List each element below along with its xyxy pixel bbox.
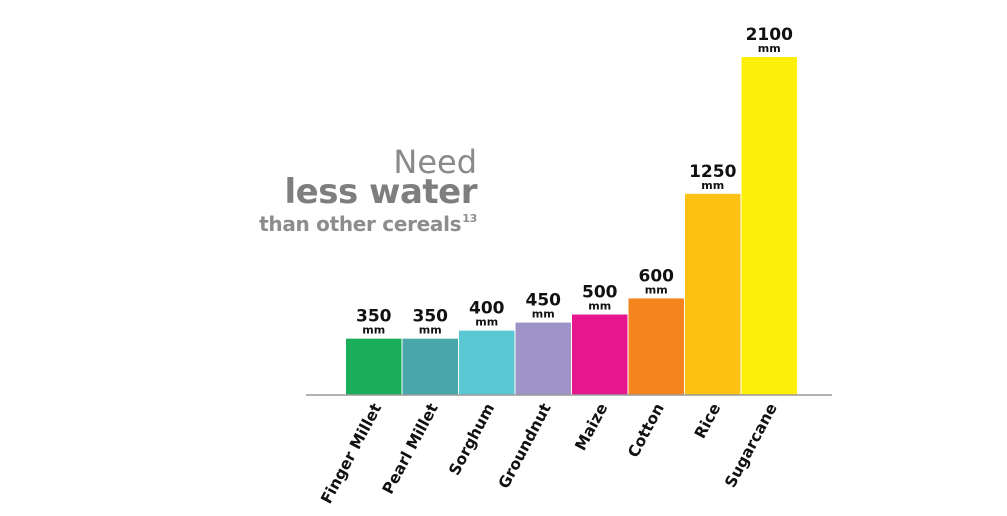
- category-label-cotton: Cotton: [624, 400, 667, 460]
- category-label-sorghum: Sorghum: [445, 400, 498, 478]
- bar-sorghum: [459, 330, 515, 395]
- value-label-pearl-millet: 350: [413, 307, 449, 327]
- headline-need: Need: [393, 143, 477, 181]
- value-label-sugarcane: 2100: [746, 25, 793, 45]
- headline-less-water: less water: [284, 172, 478, 212]
- value-label-finger-millet: 350: [356, 307, 392, 327]
- value-label-groundnut: 450: [526, 291, 562, 311]
- unit-label-sorghum: mm: [475, 316, 498, 329]
- category-label-pearl-millet: Pearl Millet: [379, 400, 442, 497]
- unit-label-groundnut: mm: [532, 308, 555, 321]
- value-label-rice: 1250: [689, 162, 736, 182]
- value-label-sorghum: 400: [469, 299, 505, 319]
- unit-label-maize: mm: [588, 300, 611, 313]
- bar-maize: [572, 314, 628, 395]
- value-label-maize: 500: [582, 283, 618, 303]
- unit-label-finger-millet: mm: [362, 324, 385, 337]
- bar-finger-millet: [346, 338, 402, 395]
- category-label-rice: Rice: [691, 400, 724, 441]
- unit-label-pearl-millet: mm: [419, 324, 442, 337]
- bar-cotton: [628, 298, 684, 395]
- bar-sugarcane: [741, 57, 797, 395]
- bar-groundnut: [515, 322, 571, 395]
- value-label-cotton: 600: [639, 266, 675, 286]
- category-label-finger-millet: Finger Millet: [317, 400, 385, 507]
- footnote-marker: 13: [462, 212, 477, 225]
- headline-subtitle-text: than other cereals: [259, 212, 462, 236]
- unit-label-sugarcane: mm: [758, 42, 781, 55]
- category-label-groundnut: Groundnut: [495, 400, 555, 492]
- bar-pearl-millet: [402, 338, 458, 395]
- headline-subtitle: than other cereals13: [259, 212, 477, 236]
- bar-rice: [685, 193, 741, 395]
- unit-label-cotton: mm: [645, 283, 668, 296]
- unit-label-rice: mm: [701, 179, 724, 192]
- category-label-maize: Maize: [572, 400, 612, 453]
- category-label-sugarcane: Sugarcane: [721, 400, 780, 490]
